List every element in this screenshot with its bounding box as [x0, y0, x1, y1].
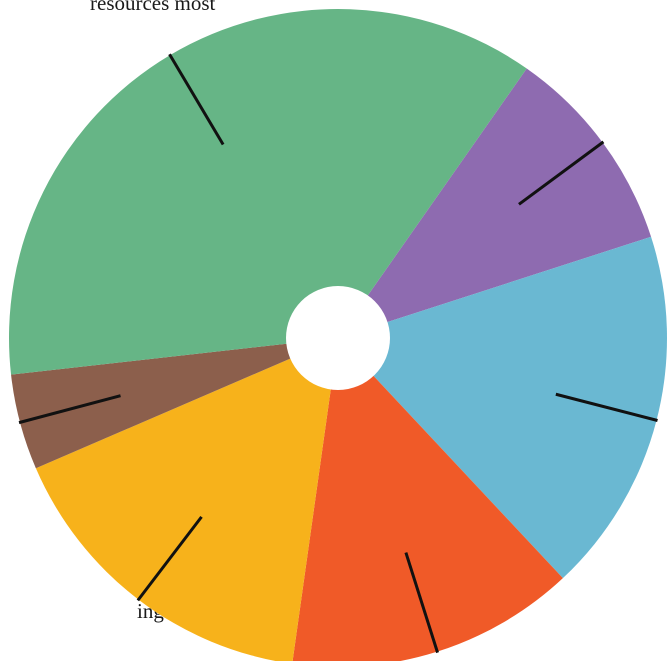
leader-line	[136, 515, 203, 602]
pie-slice	[35, 338, 338, 661]
pie-slice	[11, 338, 339, 469]
pie-slice	[338, 236, 668, 579]
text-line: resources most	[90, 0, 216, 15]
pie-slice	[338, 68, 652, 339]
pie-slice	[292, 338, 563, 661]
leader-line	[518, 140, 605, 206]
leader-line	[404, 552, 439, 654]
leader-line	[555, 392, 658, 422]
leader-line	[18, 394, 121, 425]
pie-hole	[286, 286, 390, 390]
leader-line	[168, 53, 225, 146]
pie-slice	[9, 8, 527, 375]
pie-chart	[9, 8, 668, 661]
